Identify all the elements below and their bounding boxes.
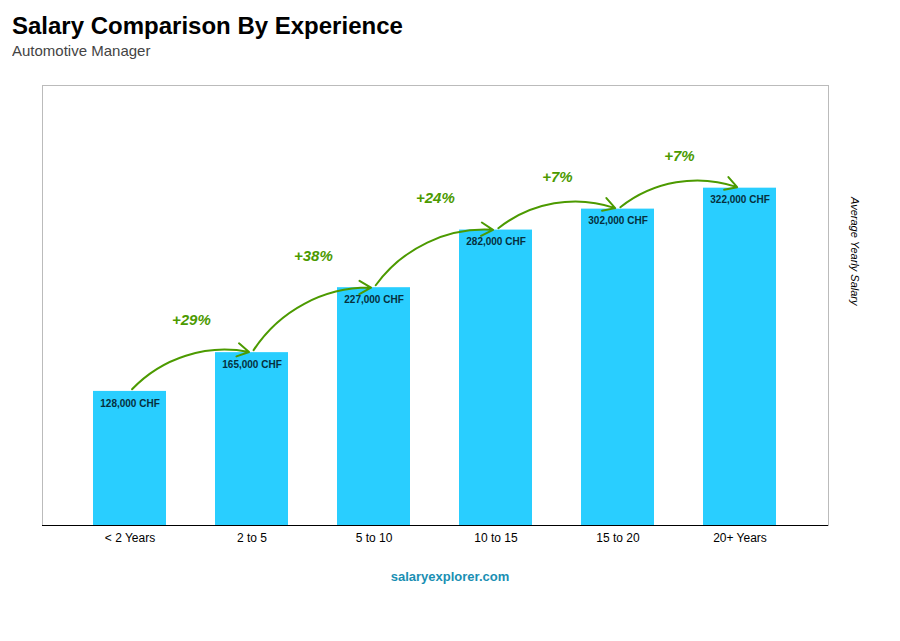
svg-text:< 2 Years: < 2 Years — [105, 531, 155, 545]
svg-text:322,000 CHF: 322,000 CHF — [710, 194, 769, 205]
svg-text:10 to 15: 10 to 15 — [474, 531, 518, 545]
html-text:Automotive Manager: Automotive Manager — [12, 42, 151, 59]
svg-text:+29%: +29% — [172, 311, 211, 328]
svg-text:302,000 CHF: 302,000 CHF — [588, 215, 647, 226]
svg-text:+38%: +38% — [294, 246, 333, 263]
html-text:salaryexplorer.com: salaryexplorer.com — [390, 569, 510, 584]
svg-text:2 to 5: 2 to 5 — [237, 531, 267, 545]
svg-text:+7%: +7% — [542, 168, 572, 185]
html-text:Salary Comparison By Experienc: Salary Comparison By Experience — [12, 12, 403, 39]
svg-text:+24%: +24% — [416, 189, 455, 206]
svg-text:+7%: +7% — [664, 147, 694, 164]
svg-text:20+ Years: 20+ Years — [713, 531, 767, 545]
svg-text:15 to 20: 15 to 20 — [596, 531, 640, 545]
svg-text:165,000 CHF: 165,000 CHF — [222, 359, 281, 370]
svg-text:128,000 CHF: 128,000 CHF — [100, 398, 159, 409]
svg-text:282,000 CHF: 282,000 CHF — [466, 236, 525, 247]
svg-text:Average Yearly Salary: Average Yearly Salary — [849, 196, 861, 307]
svg-text:5 to 10: 5 to 10 — [356, 531, 393, 545]
svg-text:227,000 CHF: 227,000 CHF — [344, 294, 403, 305]
